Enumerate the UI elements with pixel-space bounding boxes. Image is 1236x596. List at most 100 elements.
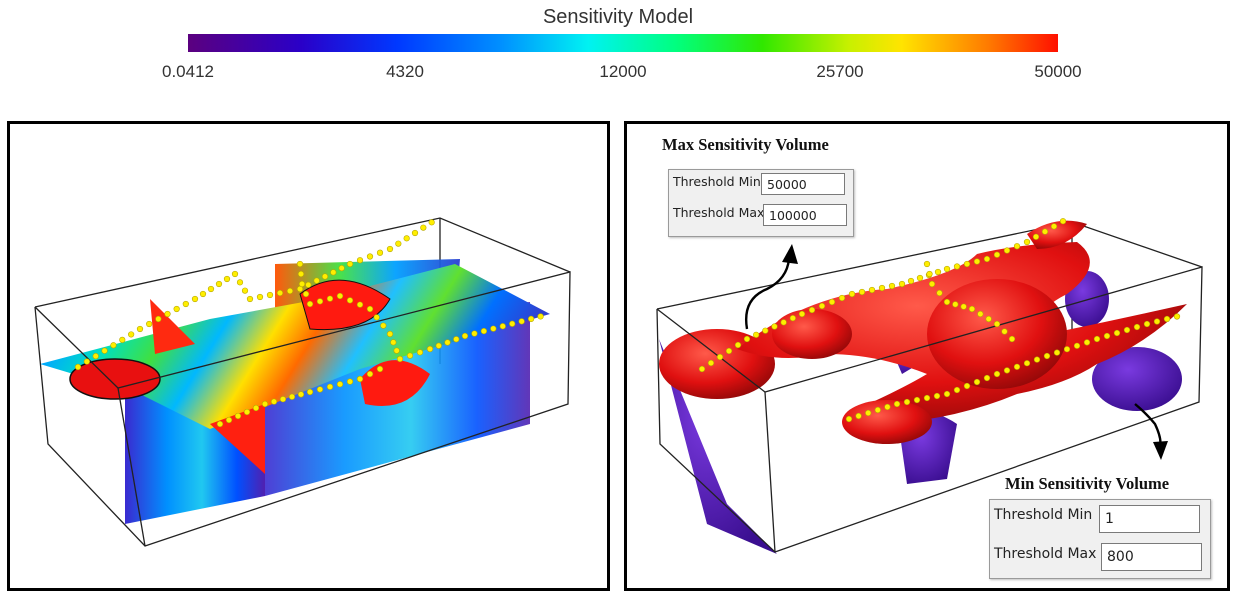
volume-view-render [656, 218, 1203, 554]
survey-point [934, 268, 942, 276]
max-threshold-min-input[interactable] [761, 173, 845, 195]
slice-view-render [34, 217, 571, 547]
min-threshold-max-input[interactable] [1101, 543, 1202, 571]
max-threshold-max-input[interactable] [763, 204, 847, 226]
survey-point [386, 245, 394, 253]
survey-point [789, 315, 796, 322]
survey-point [336, 381, 344, 388]
survey-point [393, 347, 400, 354]
survey-point [276, 289, 284, 297]
max-threshold-max-label: Threshold Max [673, 205, 765, 220]
min-threshold-min-input[interactable] [1099, 505, 1200, 533]
survey-point [326, 295, 334, 302]
survey-point [1163, 315, 1171, 323]
survey-point [453, 336, 460, 343]
survey-point [435, 342, 442, 349]
survey-point [376, 249, 384, 256]
survey-point [838, 294, 846, 302]
survey-point [426, 345, 434, 353]
survey-point [753, 331, 760, 338]
survey-point [182, 300, 189, 308]
min-threshold-min-label: Threshold Min [994, 507, 1093, 523]
survey-point [92, 353, 99, 360]
survey-point [390, 339, 397, 346]
survey-point [968, 305, 976, 313]
survey-point [136, 325, 144, 333]
survey-point [346, 260, 354, 268]
survey-point [845, 415, 853, 423]
survey-point [868, 286, 876, 294]
survey-point [1023, 238, 1031, 246]
survey-point [1013, 243, 1021, 250]
survey-point [1033, 356, 1041, 363]
survey-point [164, 310, 171, 318]
survey-point [499, 323, 506, 330]
colorbar-tick-label: 50000 [1034, 62, 1082, 81]
survey-point [366, 370, 374, 378]
survey-point [884, 403, 891, 411]
survey-point [1123, 326, 1131, 334]
survey-point [865, 409, 872, 417]
survey-point [1073, 342, 1081, 349]
survey-point [913, 396, 921, 404]
survey-point [279, 396, 287, 403]
max-threshold-min-row: Threshold Min [673, 174, 761, 189]
survey-point [963, 260, 971, 268]
survey-point [74, 363, 82, 371]
survey-point [411, 229, 419, 237]
survey-point [1083, 339, 1091, 346]
survey-point [1103, 332, 1111, 340]
survey-point [734, 341, 742, 349]
volume-view-panel[interactable]: Max Sensitivity Volume Threshold Min Thr… [624, 121, 1230, 591]
survey-point [366, 305, 374, 313]
survey-point [1143, 320, 1151, 328]
survey-point [993, 320, 1001, 328]
survey-point [338, 265, 345, 272]
survey-point [234, 412, 242, 420]
survey-point [993, 251, 1001, 258]
survey-point [855, 412, 862, 420]
survey-point [420, 224, 427, 231]
survey-point [223, 275, 231, 283]
survey-point [313, 277, 320, 284]
survey-point [207, 285, 215, 293]
min-threshold-max-label: Threshold Max [994, 546, 1097, 562]
survey-point [380, 322, 387, 329]
survey-point [403, 235, 410, 242]
survey-point [330, 269, 337, 276]
max-threshold-panel: Threshold Min Threshold Max [668, 169, 854, 237]
survey-point [1053, 349, 1061, 356]
survey-point [985, 315, 992, 323]
survey-point [346, 297, 354, 304]
colorbar-gradient [188, 34, 1058, 52]
survey-point [231, 270, 239, 278]
max-threshold-min-label: Threshold Min [673, 174, 761, 189]
survey-point [246, 295, 254, 303]
survey-point [923, 260, 931, 268]
survey-point [1113, 329, 1121, 337]
survey-point [933, 392, 941, 400]
survey-point [490, 325, 497, 332]
survey-point [943, 298, 951, 306]
survey-point [241, 287, 249, 294]
survey-point [155, 315, 162, 323]
survey-point [173, 305, 180, 313]
survey-point [983, 255, 991, 263]
survey-point [707, 359, 715, 367]
survey-point [907, 277, 915, 285]
colorbar-tick-label: 12000 [599, 62, 647, 81]
survey-point [1032, 233, 1040, 240]
survey-point [256, 293, 264, 301]
survey-point [321, 273, 329, 280]
survey-point [1043, 352, 1051, 360]
survey-point [743, 335, 751, 343]
survey-point [199, 290, 207, 298]
slice-view-panel[interactable] [7, 121, 610, 591]
survey-point [878, 284, 886, 292]
survey-point [302, 290, 310, 298]
survey-point [960, 303, 967, 310]
min-volume-heading: Min Sensitivity Volume [1005, 474, 1170, 493]
survey-point [953, 263, 961, 270]
survey-point [943, 265, 951, 273]
survey-point [1059, 218, 1067, 225]
